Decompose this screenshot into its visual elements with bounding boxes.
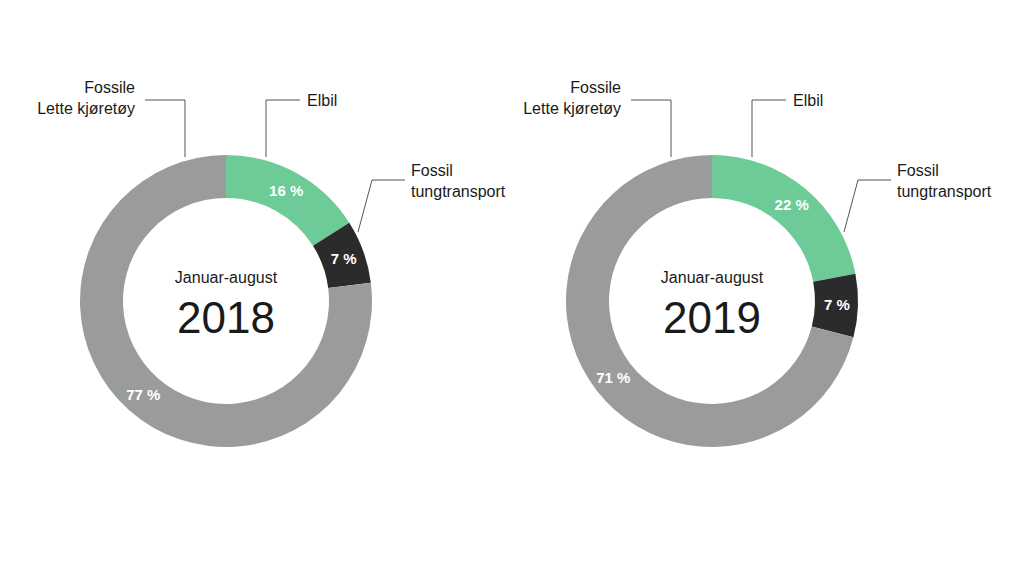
category-label-line: Lette kjøretøy	[37, 100, 135, 117]
category-label: Fossil tungtransport	[897, 162, 992, 200]
category-label: Fossile Lette kjøretøy	[37, 79, 135, 117]
category-label: Fossile Lette kjøretøy	[523, 79, 621, 117]
donut-slice	[226, 155, 349, 246]
slices	[566, 155, 858, 447]
category-label-line: Lette kjøretøy	[523, 100, 621, 117]
leader-line	[145, 100, 185, 157]
category-label-line: Elbil	[307, 92, 337, 109]
leader-line	[631, 100, 671, 157]
subtitle: Januar-august	[661, 269, 764, 286]
category-label-line: Fossil	[897, 162, 939, 179]
leader-line	[844, 180, 891, 232]
donut-slice	[566, 155, 853, 447]
leader-line	[266, 100, 300, 157]
title: 2018	[177, 293, 275, 342]
category-label-line: Fossile	[570, 79, 621, 96]
category-label: Fossil tungtransport	[411, 162, 506, 200]
category-label: Elbil	[793, 92, 823, 109]
leader-line	[752, 100, 786, 157]
category-label-line: Fossile	[84, 79, 135, 96]
category-label-line: tungtransport	[411, 183, 506, 200]
donut-slice	[712, 155, 855, 282]
slices	[80, 155, 372, 447]
category-label: Elbil	[307, 92, 337, 109]
data-label: 77 %	[126, 386, 160, 403]
category-label-line: Elbil	[793, 92, 823, 109]
data-label: 22 %	[775, 196, 809, 213]
data-label: 7 %	[331, 250, 357, 267]
chart-canvas: 16 %7 %77 %ElbilFossiltungtransportFossi…	[0, 0, 1023, 576]
title: 2019	[663, 293, 761, 342]
category-label-line: tungtransport	[897, 183, 992, 200]
data-labels: 22 % 7 % 71 %	[596, 196, 850, 386]
data-label: 7 %	[824, 296, 850, 313]
data-label: 71 %	[596, 369, 630, 386]
donut-slice	[313, 223, 371, 288]
subtitle: Januar-august	[175, 269, 278, 286]
donut-slice	[80, 155, 372, 447]
leader-line	[358, 180, 405, 232]
data-labels: 16 % 7 % 77 %	[126, 182, 356, 402]
donut-slice	[812, 274, 858, 338]
donut-chart: 22 %7 %71 %ElbilFossiltungtransportFossi…	[523, 79, 992, 447]
data-label: 16 %	[269, 182, 303, 199]
category-label-line: Fossil	[411, 162, 453, 179]
donut-chart: 16 %7 %77 %ElbilFossiltungtransportFossi…	[37, 79, 506, 447]
